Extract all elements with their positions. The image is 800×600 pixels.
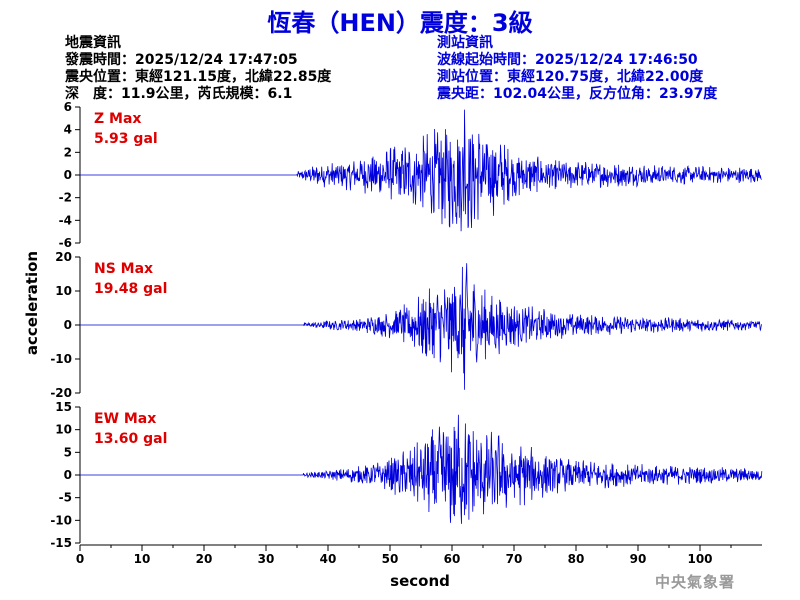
y-tick-label: 2 <box>64 145 72 159</box>
x-tick-label: 50 <box>382 552 399 566</box>
agency-watermark: 中央氣象署 <box>655 573 736 591</box>
chart-title: 恆春（HEN）震度：3級 <box>267 9 533 37</box>
panel-name-label: EW Max <box>94 411 156 427</box>
y-tick-label: 0 <box>64 168 72 182</box>
station-info-heading: 測站資訊 <box>437 35 493 51</box>
y-tick-label: 10 <box>55 284 72 298</box>
y-tick-label: 6 <box>64 100 72 114</box>
panel-max-label: 13.60 gal <box>94 431 167 447</box>
station-info: 測站資訊 波線起始時間：2025/12/24 17:46:50 測站位置：東經1… <box>437 35 717 103</box>
y-tick-label: 15 <box>55 400 72 414</box>
panel-max-label: 19.48 gal <box>94 281 167 297</box>
epicenter-location: 震央位置：東經121.15度，北緯22.85度 <box>65 69 332 85</box>
y-tick-label: 20 <box>55 250 72 264</box>
y-tick-label: 4 <box>64 123 72 137</box>
y-axis-label: acceleration <box>23 251 41 355</box>
waveform-trace <box>80 263 762 390</box>
x-tick-label: 80 <box>568 552 585 566</box>
y-tick-label: 5 <box>64 445 72 459</box>
y-tick-label: -4 <box>59 213 72 227</box>
y-tick-label: -5 <box>59 491 72 505</box>
earthquake-info-heading: 地震資訊 <box>65 35 121 51</box>
y-tick-label: -10 <box>50 513 72 527</box>
x-tick-label: 10 <box>134 552 151 566</box>
x-tick-label: 30 <box>258 552 275 566</box>
wave-start-time: 波線起始時間：2025/12/24 17:46:50 <box>437 52 698 68</box>
x-tick-label: 100 <box>687 552 712 566</box>
station-location: 測站位置：東經120.75度，北緯22.00度 <box>437 69 704 85</box>
y-tick-label: -6 <box>59 236 72 250</box>
x-tick-label: 60 <box>444 552 461 566</box>
y-tick-label: -20 <box>50 386 72 400</box>
waveform-trace <box>80 414 763 524</box>
y-tick-label: -15 <box>50 536 72 550</box>
y-tick-label: 0 <box>64 318 72 332</box>
y-tick-label: 10 <box>55 423 72 437</box>
y-tick-label: -2 <box>59 191 72 205</box>
epicentral-distance: 震央距：102.04公里，反方位角：23.97度 <box>437 86 718 102</box>
x-tick-label: 90 <box>630 552 647 566</box>
x-tick-label: 40 <box>320 552 337 566</box>
waveform-trace <box>80 109 763 232</box>
panel-name-label: NS Max <box>94 261 153 277</box>
earthquake-info: 地震資訊 發震時間：2025/12/24 17:47:05 震央位置：東經121… <box>65 35 331 103</box>
x-axis-label: second <box>390 572 450 590</box>
x-tick-label: 0 <box>76 552 84 566</box>
x-tick-label: 20 <box>196 552 213 566</box>
y-tick-label: 0 <box>64 468 72 482</box>
panel-max-label: 5.93 gal <box>94 131 158 147</box>
panel-name-label: Z Max <box>94 111 141 127</box>
origin-time: 發震時間：2025/12/24 17:47:05 <box>65 52 298 68</box>
x-tick-label: 70 <box>506 552 523 566</box>
depth-magnitude: 深 度：11.9公里，芮氏規模：6.1 <box>65 86 293 102</box>
y-tick-label: -10 <box>50 352 72 366</box>
